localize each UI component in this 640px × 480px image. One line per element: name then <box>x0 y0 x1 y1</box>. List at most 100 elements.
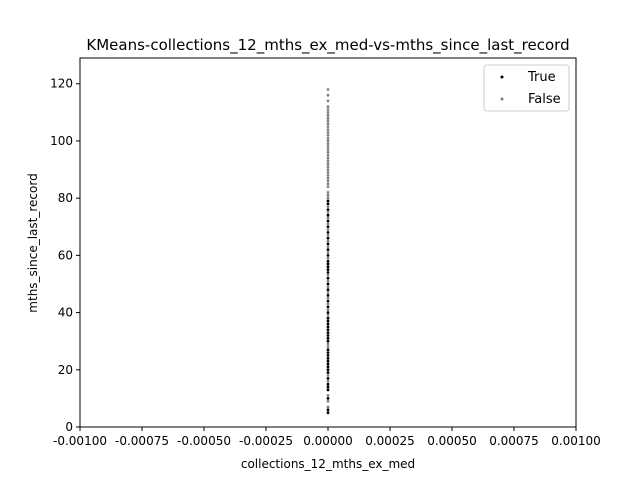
data-point-true <box>326 365 330 369</box>
data-point-true <box>326 271 330 274</box>
data-point-false <box>326 379 330 383</box>
data-point-true <box>326 354 330 357</box>
data-point-false <box>326 130 330 134</box>
data-point-true <box>326 348 330 352</box>
data-point-true <box>326 305 330 309</box>
legend-marker-false <box>500 97 504 101</box>
data-point-true <box>326 311 330 314</box>
data-point-true <box>326 325 330 329</box>
data-point-false <box>326 116 330 120</box>
data-point-false <box>326 216 330 220</box>
data-point-false <box>326 122 330 126</box>
data-point-false <box>326 193 330 197</box>
data-point-false <box>326 133 330 137</box>
data-point-false <box>326 173 330 177</box>
legend-label-true: True <box>527 70 556 85</box>
legend-box <box>483 64 570 112</box>
x-tick-label: -0.00050 <box>177 434 231 448</box>
data-point-false <box>326 185 330 189</box>
data-point-true <box>326 385 330 389</box>
data-point-false <box>326 171 330 174</box>
data-point-true <box>326 411 330 415</box>
data-point-false <box>326 308 330 312</box>
data-point-true <box>326 362 330 366</box>
data-point-false <box>326 128 330 131</box>
y-tick-label: 100 <box>50 134 73 148</box>
data-point-false <box>326 136 330 140</box>
data-point-false <box>326 233 330 237</box>
data-point-false <box>326 342 330 346</box>
data-point-true <box>326 299 330 303</box>
legend-marker-true <box>500 75 504 79</box>
y-axis-ticks: 0 20 40 60 80 100 120 <box>50 77 80 434</box>
data-point-true <box>326 331 330 335</box>
data-point-true <box>326 225 330 229</box>
y-tick-label: 40 <box>58 306 73 320</box>
data-point-false <box>326 142 330 146</box>
data-point-true <box>326 231 330 234</box>
data-point-true <box>326 359 330 363</box>
data-point-false <box>326 256 330 260</box>
data-point-true <box>326 371 330 375</box>
data-point-false <box>326 285 330 289</box>
data-point-false <box>326 108 330 111</box>
legend: True False <box>483 64 570 112</box>
x-tick-label: -0.00075 <box>115 434 169 448</box>
data-point-true <box>326 202 330 206</box>
data-point-false <box>326 205 330 209</box>
data-point-false <box>326 176 330 180</box>
data-point-true <box>326 288 330 292</box>
data-point-false <box>326 168 330 171</box>
data-point-true <box>326 242 330 246</box>
data-point-true <box>326 388 330 392</box>
data-point-false <box>326 182 330 186</box>
data-point-false <box>326 296 330 300</box>
data-point-true <box>326 408 330 412</box>
data-point-false <box>326 145 330 149</box>
x-tick-label: -0.00025 <box>239 434 293 448</box>
data-point-false <box>326 153 330 157</box>
data-point-false <box>326 196 330 200</box>
data-point-false <box>326 179 330 183</box>
data-point-true <box>326 382 330 386</box>
data-point-true <box>326 268 330 272</box>
data-point-true <box>326 265 330 269</box>
data-point-false <box>326 110 330 114</box>
data-point-false <box>326 125 330 129</box>
data-point-true <box>326 328 330 332</box>
data-point-false <box>326 374 330 377</box>
data-point-true <box>326 396 330 400</box>
data-point-true <box>326 322 330 326</box>
data-point-true <box>326 276 330 280</box>
x-tick-label: 0.00050 <box>427 434 477 448</box>
data-point-false <box>326 394 330 397</box>
y-tick-label: 80 <box>58 191 73 205</box>
data-point-true <box>326 262 330 266</box>
data-point-false <box>326 162 330 166</box>
data-point-false <box>326 279 330 283</box>
data-point-false <box>326 291 330 294</box>
data-point-true <box>326 356 330 360</box>
data-point-false <box>326 99 330 103</box>
chart-title: KMeans-collections_12_mths_ex_med-vs-mth… <box>86 36 569 55</box>
data-point-true <box>326 213 330 217</box>
data-point-false <box>326 302 330 306</box>
data-point-true <box>326 282 330 286</box>
data-point-true <box>326 351 330 355</box>
data-point-false <box>326 150 330 154</box>
data-point-false <box>326 165 330 169</box>
data-point-false <box>326 156 330 160</box>
data-point-true <box>326 339 330 343</box>
data-point-false <box>326 345 330 349</box>
y-axis-label: mths_since_last_record <box>26 173 40 312</box>
data-point-true <box>326 219 330 223</box>
data-point-true <box>326 253 330 257</box>
data-point-false <box>326 148 330 151</box>
data-point-false <box>326 105 330 109</box>
data-point-true <box>326 316 330 320</box>
y-tick-label: 120 <box>50 77 73 91</box>
data-point-false <box>326 139 330 143</box>
x-tick-label: 0.00100 <box>551 434 601 448</box>
data-point-true <box>326 368 330 372</box>
data-point-false <box>326 399 330 403</box>
